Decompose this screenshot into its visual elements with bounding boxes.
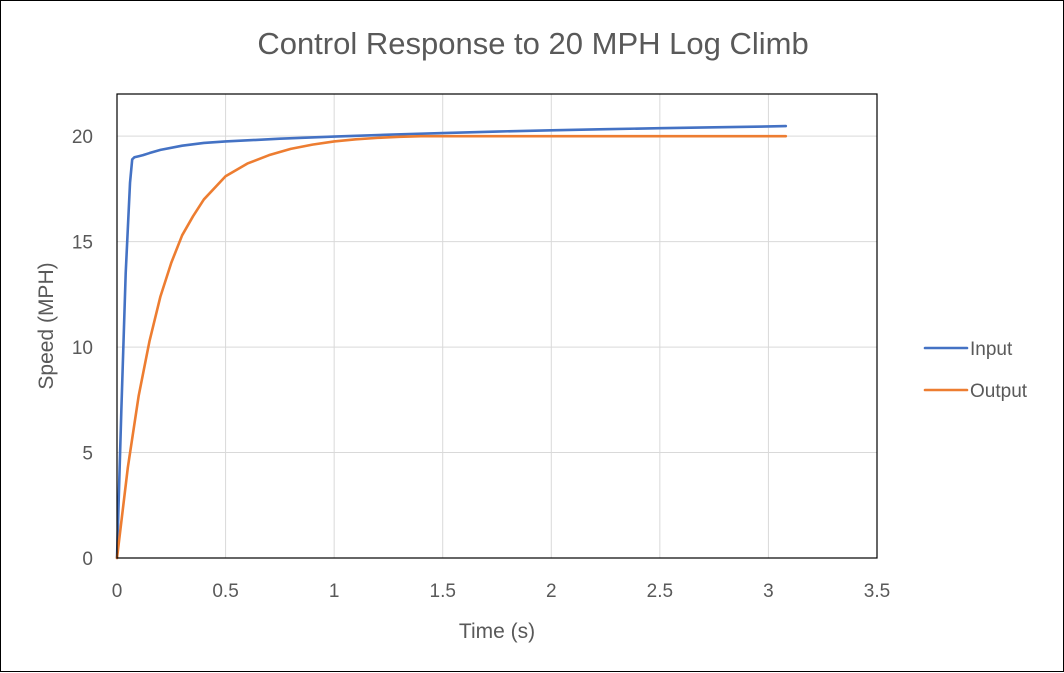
legend-label-output: Output [970, 381, 1028, 402]
legend-item-input: Input [923, 339, 1013, 360]
y-tick-label: 5 [82, 444, 93, 465]
x-tick-label: 0.5 [212, 581, 238, 602]
y-tick-label: 20 [72, 127, 93, 148]
series-line-output [115, 134, 788, 560]
x-tick-label: 1.5 [430, 581, 456, 602]
series-layer [115, 124, 788, 560]
x-tick-label: 3.5 [864, 581, 890, 602]
y-tick-label: 15 [72, 233, 93, 254]
x-tick-label: 0 [112, 581, 123, 602]
grid-layer [117, 94, 877, 558]
chart-title: Control Response to 20 MPH Log Climb [257, 26, 808, 61]
y-tick-label: 10 [72, 338, 93, 359]
y-axis-title: Speed (MPH) [35, 262, 58, 389]
plot-area-border [116, 93, 878, 559]
x-tick-label: 2.5 [647, 581, 673, 602]
y-tick-label: 0 [82, 549, 93, 570]
x-tick-label: 3 [763, 581, 774, 602]
legend: Input Output [923, 339, 1028, 402]
x-tick-label: 1 [329, 581, 340, 602]
tick-layer: 0 0.5 1 1.5 2 2.5 3 3.5 0 5 10 15 20 [72, 127, 890, 602]
legend-item-output: Output [923, 381, 1028, 402]
x-axis-title: Time (s) [459, 620, 535, 643]
legend-label-input: Input [970, 339, 1013, 360]
series-line-input [115, 124, 788, 560]
x-tick-label: 2 [546, 581, 557, 602]
